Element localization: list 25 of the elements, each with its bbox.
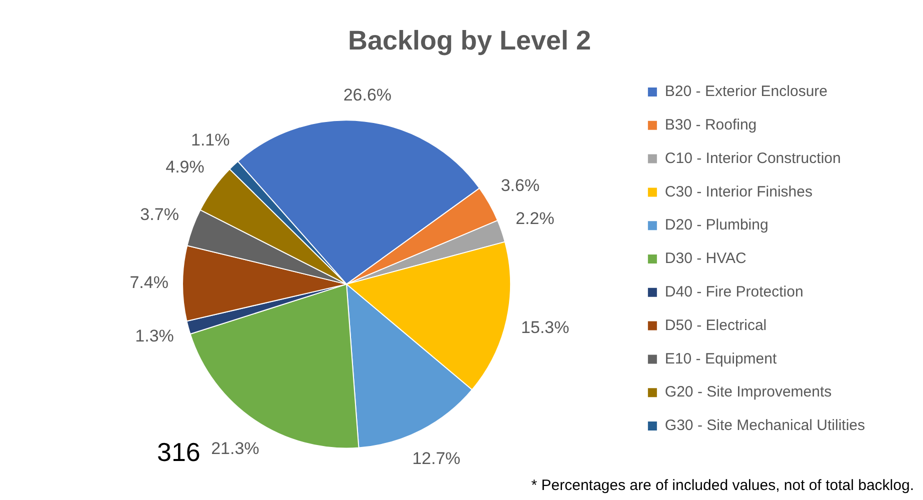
data-label: 21.3% bbox=[211, 438, 260, 458]
data-label: 15.3% bbox=[521, 318, 570, 338]
legend-label: B20 - Exterior Enclosure bbox=[664, 83, 828, 100]
data-label: 1.3% bbox=[135, 326, 174, 346]
legend-label: G20 - Site Improvements bbox=[664, 384, 832, 401]
legend-label: D30 - HVAC bbox=[664, 250, 746, 268]
legend-label: G30 - Site Mechanical Utilities bbox=[664, 417, 865, 434]
data-label: 3.7% bbox=[140, 204, 179, 224]
legend-label: C30 - Interior Finishes bbox=[664, 183, 812, 200]
data-label: 2.2% bbox=[516, 209, 554, 228]
legend-label: C10 - Interior Construction bbox=[664, 150, 841, 167]
legend-label: D40 - Fire Protection bbox=[664, 284, 804, 301]
data-label: 3.6% bbox=[500, 176, 540, 196]
legend-label: B30 - Roofing bbox=[664, 116, 757, 134]
data-label: 4.9% bbox=[166, 158, 204, 177]
text: 316 bbox=[157, 437, 200, 468]
data-label: 7.4% bbox=[130, 272, 168, 292]
legend-label: D20 - Plumbing bbox=[664, 216, 768, 234]
legend-label: E10 - Equipment bbox=[664, 350, 778, 368]
data-label: 12.7% bbox=[412, 449, 460, 468]
chart-title: Backlog by Level 2 bbox=[348, 26, 592, 56]
legend-label: D50 - Electrical bbox=[664, 316, 767, 334]
data-label: 1.1% bbox=[190, 130, 230, 150]
data-label: 26.6% bbox=[343, 85, 392, 104]
text: * Percentages are of included values, not of total backlog. bbox=[531, 477, 914, 494]
